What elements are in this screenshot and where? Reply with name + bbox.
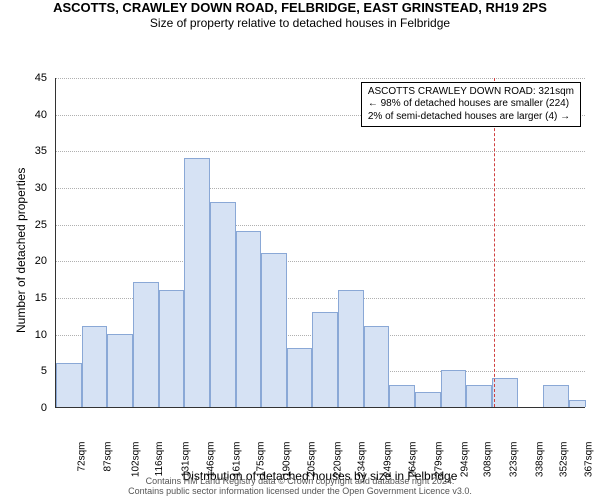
histogram-bar bbox=[261, 253, 287, 407]
legend-line: ASCOTTS CRAWLEY DOWN ROAD: 321sqm bbox=[368, 86, 574, 99]
histogram-bar bbox=[415, 392, 441, 407]
grid-line bbox=[56, 151, 585, 152]
y-tick-label: 25 bbox=[0, 219, 47, 231]
histogram-bar bbox=[543, 385, 569, 407]
histogram-bar bbox=[159, 290, 185, 407]
histogram-bar bbox=[287, 348, 313, 407]
x-tick-label: 220sqm bbox=[332, 441, 343, 477]
y-tick-label: 0 bbox=[0, 402, 47, 414]
histogram-bar bbox=[312, 312, 338, 407]
histogram-bar bbox=[569, 400, 586, 407]
histogram-bar bbox=[210, 202, 236, 407]
x-tick-label: 264sqm bbox=[408, 441, 419, 477]
grid-line bbox=[56, 78, 585, 79]
histogram-bar bbox=[338, 290, 364, 407]
y-tick-label: 30 bbox=[0, 182, 47, 194]
histogram-bar bbox=[492, 378, 518, 407]
grid-line bbox=[56, 188, 585, 189]
page-subtitle: Size of property relative to detached ho… bbox=[0, 16, 600, 30]
footer-line: Contains public sector information licen… bbox=[0, 486, 600, 496]
x-tick-label: 102sqm bbox=[131, 441, 142, 477]
histogram-bar bbox=[184, 158, 210, 407]
legend-line: ← 98% of detached houses are smaller (22… bbox=[368, 98, 574, 111]
x-tick-label: 279sqm bbox=[433, 441, 444, 477]
x-tick-label: 338sqm bbox=[534, 441, 545, 477]
x-tick-label: 294sqm bbox=[459, 441, 470, 477]
histogram-bar bbox=[82, 326, 108, 407]
footer-attribution: Contains HM Land Registry data © Crown c… bbox=[0, 476, 600, 496]
y-tick-label: 20 bbox=[0, 255, 47, 267]
x-tick-label: 175sqm bbox=[255, 441, 266, 477]
page-title: ASCOTTS, CRAWLEY DOWN ROAD, FELBRIDGE, E… bbox=[0, 0, 600, 16]
y-tick-label: 45 bbox=[0, 72, 47, 84]
x-tick-label: 87sqm bbox=[102, 441, 113, 471]
legend-line: 2% of semi-detached houses are larger (4… bbox=[368, 111, 574, 124]
x-tick-label: 352sqm bbox=[558, 441, 569, 477]
x-tick-label: 205sqm bbox=[307, 441, 318, 477]
grid-line bbox=[56, 261, 585, 262]
y-tick-label: 35 bbox=[0, 145, 47, 157]
histogram-bar bbox=[389, 385, 415, 407]
x-tick-label: 116sqm bbox=[154, 441, 165, 476]
histogram-chart: Number of detached properties ASCOTTS CR… bbox=[0, 30, 600, 493]
x-tick-label: 308sqm bbox=[483, 441, 494, 477]
y-tick-label: 40 bbox=[0, 109, 47, 121]
y-tick-label: 5 bbox=[0, 365, 47, 377]
plot-area: ASCOTTS CRAWLEY DOWN ROAD: 321sqm← 98% o… bbox=[55, 78, 585, 408]
x-tick-label: 161sqm bbox=[231, 441, 242, 477]
footer-line: Contains HM Land Registry data © Crown c… bbox=[0, 476, 600, 486]
legend-box: ASCOTTS CRAWLEY DOWN ROAD: 321sqm← 98% o… bbox=[361, 82, 581, 128]
grid-line bbox=[56, 225, 585, 226]
histogram-bar bbox=[466, 385, 492, 407]
histogram-bar bbox=[441, 370, 467, 407]
x-tick-label: 234sqm bbox=[356, 441, 367, 477]
histogram-bar bbox=[236, 231, 262, 407]
y-tick-label: 10 bbox=[0, 329, 47, 341]
histogram-bar bbox=[133, 282, 159, 407]
histogram-bar bbox=[107, 334, 133, 407]
x-tick-label: 323sqm bbox=[508, 441, 519, 477]
histogram-bar bbox=[56, 363, 82, 407]
x-tick-label: 367sqm bbox=[584, 441, 595, 477]
x-tick-label: 146sqm bbox=[206, 441, 217, 477]
x-tick-label: 72sqm bbox=[76, 441, 87, 471]
x-tick-label: 190sqm bbox=[281, 441, 292, 477]
y-tick-label: 15 bbox=[0, 292, 47, 304]
x-tick-label: 249sqm bbox=[382, 441, 393, 477]
histogram-bar bbox=[364, 326, 390, 407]
x-tick-label: 131sqm bbox=[180, 441, 191, 477]
